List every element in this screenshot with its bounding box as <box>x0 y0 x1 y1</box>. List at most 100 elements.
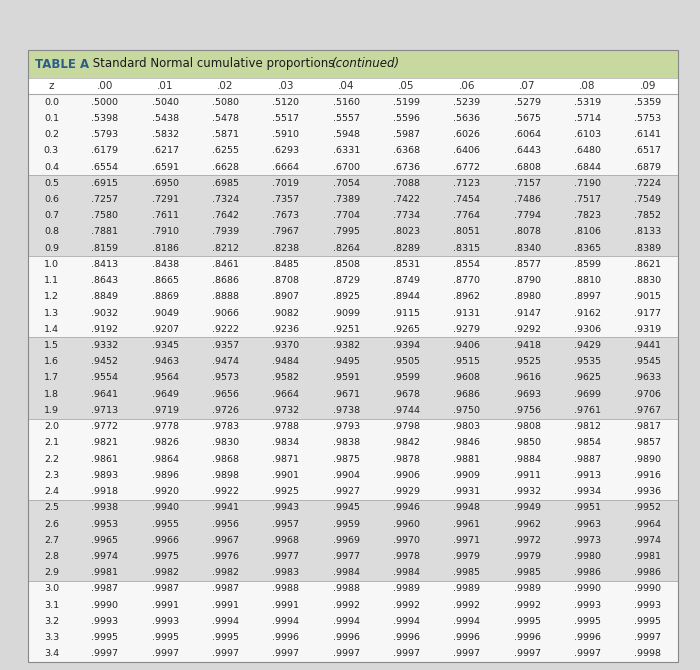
Text: .9147: .9147 <box>514 309 540 318</box>
Text: .9706: .9706 <box>634 390 662 399</box>
Text: .8340: .8340 <box>514 244 541 253</box>
Text: .9878: .9878 <box>393 455 420 464</box>
Bar <box>28 111 678 127</box>
Text: .9984: .9984 <box>332 568 360 578</box>
Bar <box>28 354 678 370</box>
Bar <box>28 451 678 467</box>
Text: .9968: .9968 <box>272 536 300 545</box>
Bar <box>28 597 678 613</box>
Text: .6064: .6064 <box>514 130 540 139</box>
Text: .7823: .7823 <box>574 211 601 220</box>
Text: .9927: .9927 <box>332 487 360 496</box>
Text: .8749: .8749 <box>393 276 420 285</box>
Text: .9162: .9162 <box>574 309 601 318</box>
Text: TABLE A: TABLE A <box>35 58 89 70</box>
Text: .9913: .9913 <box>574 471 601 480</box>
Bar <box>28 127 678 143</box>
Text: .7704: .7704 <box>332 211 360 220</box>
Text: .9441: .9441 <box>634 341 662 350</box>
Text: .9564: .9564 <box>152 373 178 383</box>
Text: .9983: .9983 <box>272 568 300 578</box>
Text: .9996: .9996 <box>393 633 420 642</box>
Text: .5557: .5557 <box>332 114 360 123</box>
Text: .9854: .9854 <box>574 438 601 448</box>
Text: .5636: .5636 <box>454 114 480 123</box>
Text: .8264: .8264 <box>332 244 360 253</box>
Text: .9946: .9946 <box>393 503 420 513</box>
Text: 3.1: 3.1 <box>44 601 59 610</box>
Text: .9960: .9960 <box>393 519 420 529</box>
Text: .9992: .9992 <box>393 601 420 610</box>
Text: .9641: .9641 <box>92 390 118 399</box>
Text: .9767: .9767 <box>634 406 662 415</box>
Text: .8790: .8790 <box>514 276 540 285</box>
Text: .9959: .9959 <box>332 519 360 529</box>
Text: .7967: .7967 <box>272 227 300 237</box>
Text: .8078: .8078 <box>514 227 540 237</box>
Text: .9738: .9738 <box>332 406 360 415</box>
Text: .9931: .9931 <box>454 487 480 496</box>
Text: .9998: .9998 <box>634 649 662 659</box>
Text: .9978: .9978 <box>393 552 420 561</box>
Text: .9082: .9082 <box>272 309 300 318</box>
Text: 3.0: 3.0 <box>44 584 59 594</box>
Text: .9484: .9484 <box>272 357 300 366</box>
Text: .9911: .9911 <box>514 471 540 480</box>
Text: .7422: .7422 <box>393 195 420 204</box>
Text: .9099: .9099 <box>332 309 360 318</box>
Text: .9995: .9995 <box>152 633 178 642</box>
Text: .9997: .9997 <box>514 649 540 659</box>
Bar <box>28 273 678 289</box>
Text: .8708: .8708 <box>272 276 300 285</box>
Text: .6368: .6368 <box>393 146 420 155</box>
Text: .9979: .9979 <box>454 552 480 561</box>
Bar <box>28 321 678 338</box>
Text: .9995: .9995 <box>92 633 118 642</box>
Text: .6664: .6664 <box>272 163 300 172</box>
Text: .8554: .8554 <box>454 260 480 269</box>
Text: .8944: .8944 <box>393 292 420 302</box>
Text: .9750: .9750 <box>454 406 480 415</box>
Text: .9981: .9981 <box>92 568 118 578</box>
Text: .6179: .6179 <box>92 146 118 155</box>
Text: .9778: .9778 <box>152 422 178 431</box>
Text: .9938: .9938 <box>92 503 118 513</box>
Text: .9996: .9996 <box>454 633 480 642</box>
Text: .9744: .9744 <box>393 406 420 415</box>
Text: .9991: .9991 <box>272 601 300 610</box>
Text: .7939: .7939 <box>212 227 239 237</box>
Text: .9881: .9881 <box>454 455 480 464</box>
Text: .7324: .7324 <box>212 195 239 204</box>
Bar <box>28 532 678 549</box>
Text: .8962: .8962 <box>454 292 480 302</box>
Text: .9726: .9726 <box>212 406 239 415</box>
Text: .9898: .9898 <box>212 471 239 480</box>
Text: 1.2: 1.2 <box>44 292 59 302</box>
Text: .9783: .9783 <box>212 422 239 431</box>
Text: .9834: .9834 <box>272 438 300 448</box>
Text: .9993: .9993 <box>152 617 178 626</box>
Text: .5000: .5000 <box>92 98 118 107</box>
Text: .9192: .9192 <box>92 325 118 334</box>
Text: .9986: .9986 <box>634 568 662 578</box>
Text: 0.8: 0.8 <box>44 227 59 237</box>
Bar <box>28 175 678 192</box>
Text: .6554: .6554 <box>92 163 118 172</box>
Bar <box>28 435 678 451</box>
Text: .9989: .9989 <box>393 584 420 594</box>
Text: .9850: .9850 <box>514 438 540 448</box>
Text: .8315: .8315 <box>454 244 480 253</box>
Text: .7794: .7794 <box>514 211 540 220</box>
Text: .01: .01 <box>157 81 174 91</box>
Text: .5438: .5438 <box>152 114 178 123</box>
Text: .7224: .7224 <box>634 179 662 188</box>
Text: .7852: .7852 <box>634 211 662 220</box>
Text: .9991: .9991 <box>152 601 178 610</box>
Text: .9525: .9525 <box>514 357 540 366</box>
Text: .7088: .7088 <box>393 179 420 188</box>
Text: .9798: .9798 <box>393 422 420 431</box>
Text: .8438: .8438 <box>152 260 178 269</box>
Text: .7257: .7257 <box>92 195 118 204</box>
Text: .8810: .8810 <box>574 276 601 285</box>
Text: .8980: .8980 <box>514 292 540 302</box>
